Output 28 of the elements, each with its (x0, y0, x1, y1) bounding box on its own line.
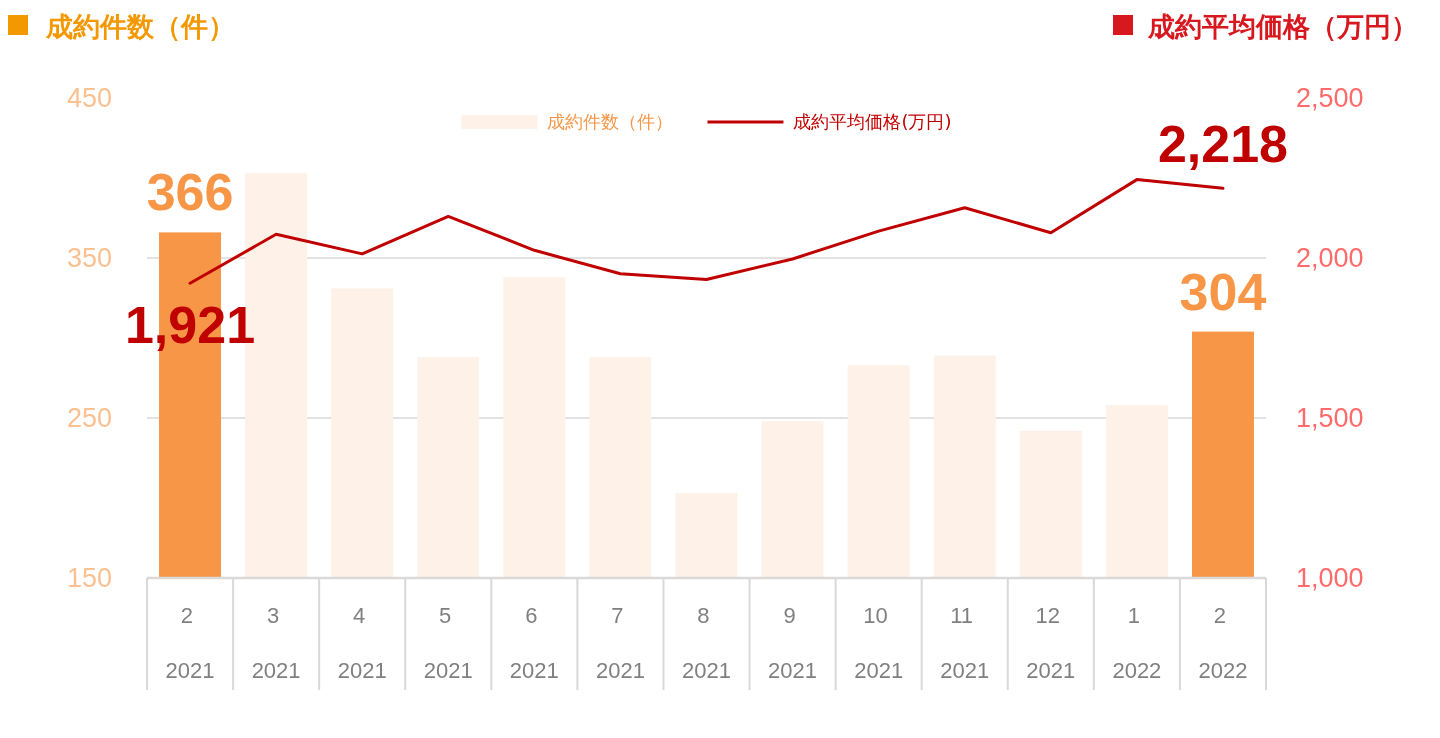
y-axis-title: 成約件数（件） (45, 11, 235, 42)
data-label: 304 (1179, 262, 1267, 321)
category-label: 10 2021 (854, 603, 904, 683)
category-label: 6 2021 (509, 603, 559, 683)
category-label: 2 2021 (165, 603, 215, 683)
y-tick-label: 350 (66, 243, 112, 274)
y2-tick-label: 2,500 (1296, 83, 1364, 114)
category-label: 2 2022 (1198, 603, 1248, 683)
y-tick-label: 450 (66, 83, 112, 114)
y2-tick-label: 2,000 (1296, 243, 1364, 274)
category-label: 8 2021 (682, 603, 731, 683)
y2-axis-title: 成約平均価格（万円） (1147, 11, 1418, 42)
y-tick-label: 250 (66, 403, 112, 434)
category-label: 11 2021 (940, 603, 990, 683)
category-label: 4 2021 (337, 603, 387, 683)
category-label: 3 2021 (251, 603, 301, 683)
y2-tick-label: 1,500 (1296, 403, 1364, 434)
category-label: 9 2021 (768, 603, 818, 683)
y2-tick-label: 1,000 (1296, 563, 1364, 594)
category-label: 1 2022 (1112, 603, 1162, 683)
category-label: 7 2021 (595, 603, 645, 683)
data-label: 366 (146, 163, 234, 222)
legend-label: 成約件数（件） (547, 111, 674, 133)
category-label: 5 2021 (423, 603, 473, 683)
data-label: 2,218 (1157, 115, 1289, 174)
legend-label: 成約平均価格(万円) (793, 111, 952, 133)
category-label: 12 2021 (1026, 603, 1076, 683)
y-tick-label: 150 (66, 563, 112, 594)
